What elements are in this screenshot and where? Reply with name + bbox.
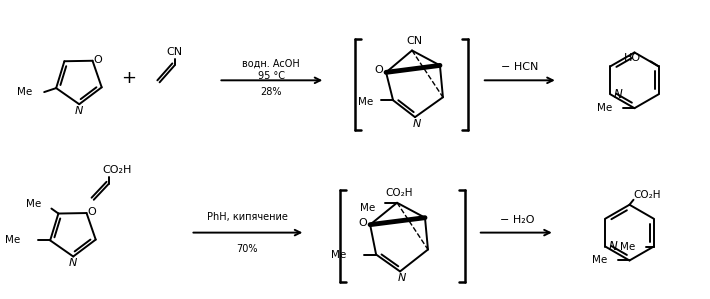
Text: 95 °C: 95 °C	[258, 71, 285, 81]
Text: N: N	[398, 273, 406, 283]
Text: O: O	[87, 207, 96, 217]
Text: N: N	[413, 119, 421, 129]
Text: CN: CN	[167, 48, 182, 57]
Text: N: N	[614, 88, 623, 101]
Text: N: N	[609, 240, 618, 253]
Text: Me: Me	[358, 97, 373, 107]
Text: CO₂H: CO₂H	[633, 190, 661, 200]
Text: Me: Me	[26, 199, 41, 209]
Text: CN: CN	[406, 36, 422, 45]
Text: Me: Me	[5, 235, 21, 245]
Text: Me: Me	[621, 242, 635, 251]
Text: − H₂O: − H₂O	[500, 215, 534, 225]
Text: O: O	[375, 65, 383, 75]
Text: +: +	[121, 69, 136, 87]
Text: CO₂H: CO₂H	[386, 188, 413, 198]
Text: PhH, кипячение: PhH, кипячение	[207, 212, 288, 222]
Text: O: O	[93, 55, 102, 65]
Text: CO₂H: CO₂H	[102, 165, 131, 175]
Text: O: O	[359, 218, 368, 228]
Text: 70%: 70%	[236, 244, 258, 254]
Text: водн. AcOH: водн. AcOH	[243, 58, 300, 68]
Text: N: N	[75, 106, 83, 116]
Text: HO: HO	[623, 54, 640, 63]
Text: Me: Me	[331, 249, 346, 260]
Text: − HCN: − HCN	[501, 62, 538, 72]
Text: Me: Me	[597, 103, 613, 113]
Text: Me: Me	[360, 203, 375, 213]
Text: Me: Me	[592, 255, 608, 266]
Text: Me: Me	[17, 87, 32, 97]
Text: N: N	[69, 258, 77, 269]
Text: 28%: 28%	[261, 87, 282, 97]
